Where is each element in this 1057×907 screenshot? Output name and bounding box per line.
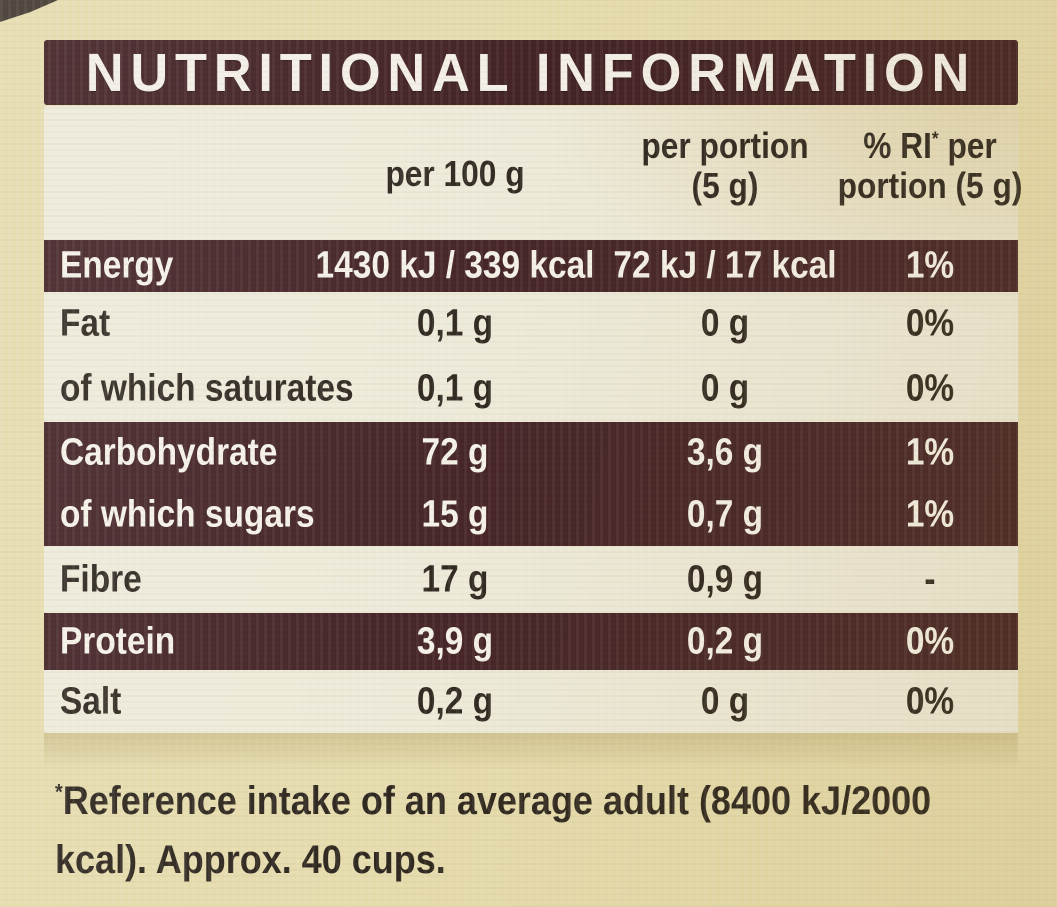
row-label: Protein xyxy=(60,620,176,662)
ri-header-suffix: per xyxy=(938,125,998,166)
value-ri: 1% xyxy=(906,431,955,474)
row-label: Carbohydrate xyxy=(60,431,278,474)
value-per-portion: 0 g xyxy=(700,680,749,722)
value-ri: 0% xyxy=(906,302,955,345)
nutrition-label-title-bar: NUTRITIONAL INFORMATION xyxy=(44,40,1018,105)
column-header-per-portion: per portion (5 g) xyxy=(641,126,808,206)
table-row-energy: Energy 1430 kJ / 339 kcal 72 kJ / 17 kca… xyxy=(44,240,1018,292)
row-label: Fibre xyxy=(60,558,142,600)
footnote-line2-text: kcal). Approx. 40 cups. xyxy=(55,838,446,882)
value-ri: - xyxy=(924,558,936,600)
value-per-portion: 3,6 g xyxy=(686,431,763,474)
ri-header-prefix: % RI xyxy=(863,125,933,166)
row-label: of which saturates xyxy=(60,367,354,410)
value-per-portion: 0,7 g xyxy=(686,493,763,536)
table-row-sugars: of which sugars 15 g 0,7 g 1% xyxy=(44,484,1018,546)
value-per-100g: 17 g xyxy=(421,558,489,600)
page-title: NUTRITIONAL INFORMATION xyxy=(85,42,977,103)
value-ri: 0% xyxy=(906,680,955,722)
row-label: Fat xyxy=(60,302,111,345)
value-ri: 0% xyxy=(906,620,955,662)
value-ri: 0% xyxy=(906,367,955,410)
footnote-line1-text: Reference intake of an average adult (84… xyxy=(62,779,932,823)
table-row-carbohydrate: Carbohydrate 72 g 3,6 g 1% xyxy=(44,422,1018,484)
value-per-100g: 0,1 g xyxy=(416,302,494,345)
value-per-100g: 15 g xyxy=(421,493,489,536)
per-portion-line2: (5 g) xyxy=(691,165,759,206)
value-per-portion: 0 g xyxy=(700,302,749,345)
nutrition-table: per 100 g per portion (5 g) % RI* per port… xyxy=(44,106,1023,733)
value-per-100g: 0,1 g xyxy=(416,367,494,410)
value-per-portion: 0 g xyxy=(700,367,749,410)
table-row-saturates: of which saturates 0,1 g 0 g 0% xyxy=(44,356,1018,422)
table-row-protein: Protein 3,9 g 0,2 g 0% xyxy=(44,613,1018,670)
table-row-fibre: Fibre 17 g 0,9 g - xyxy=(44,546,1018,613)
row-label: Salt xyxy=(60,680,122,722)
footnote-line1: *Reference intake of an average adult (8… xyxy=(55,772,931,831)
value-per-portion: 0,2 g xyxy=(686,620,763,662)
value-per-100g: 3,9 g xyxy=(416,620,494,662)
value-per-100g: 72 g xyxy=(421,431,489,474)
value-ri: 1% xyxy=(906,244,955,287)
value-per-portion: 0,9 g xyxy=(686,558,763,600)
panel-bottom-shadow xyxy=(44,733,1018,769)
reference-intake-footnote: *Reference intake of an average adult (8… xyxy=(55,772,931,890)
value-ri: 1% xyxy=(906,493,955,536)
footnote-asterisk: * xyxy=(55,779,63,805)
table-header-row: per 100 g per portion (5 g) % RI* per port… xyxy=(44,106,1022,240)
value-per-portion: 72 kJ / 17 kcal xyxy=(613,244,837,287)
value-per-100g: 0,2 g xyxy=(416,680,494,722)
table-row-fat: Fat 0,1 g 0 g 0% xyxy=(44,292,1018,356)
per-portion-line1: per portion xyxy=(641,125,809,166)
table-row-salt: Salt 0,2 g 0 g 0% xyxy=(44,670,1018,733)
photo-corner-artifact xyxy=(0,0,58,22)
value-per-100g: 1430 kJ / 339 kcal xyxy=(315,244,595,287)
column-header-ri-per-portion: % RI* per portion (5 g) xyxy=(838,126,1023,206)
row-label: of which sugars xyxy=(60,493,315,536)
ri-asterisk: * xyxy=(932,128,939,150)
row-label: Energy xyxy=(60,244,174,287)
column-header-per-100g: per 100 g xyxy=(385,153,525,194)
ri-header-line2: portion (5 g) xyxy=(837,165,1023,206)
